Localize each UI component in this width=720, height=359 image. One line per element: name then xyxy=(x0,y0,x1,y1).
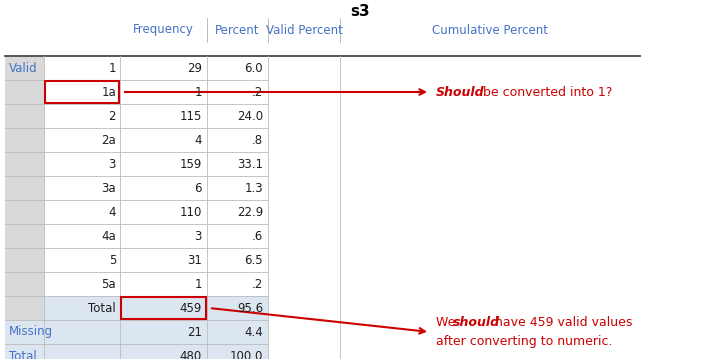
Text: s3: s3 xyxy=(350,5,370,19)
Text: 2a: 2a xyxy=(102,134,116,146)
Bar xyxy=(5,248,44,272)
Text: have 459 valid values: have 459 valid values xyxy=(491,316,632,328)
Text: 480: 480 xyxy=(180,350,202,359)
Text: We: We xyxy=(436,316,459,328)
Text: 33.1: 33.1 xyxy=(237,158,263,171)
Text: 95.6: 95.6 xyxy=(237,302,263,314)
Text: Cumulative Percent: Cumulative Percent xyxy=(432,23,548,37)
Text: 6: 6 xyxy=(194,182,202,195)
Text: 1: 1 xyxy=(194,85,202,98)
Text: 31: 31 xyxy=(187,253,202,266)
Bar xyxy=(5,224,44,248)
Text: Valid Percent: Valid Percent xyxy=(266,23,343,37)
Text: 5a: 5a xyxy=(102,278,116,290)
Text: 2: 2 xyxy=(109,109,116,122)
Bar xyxy=(5,344,44,359)
Bar xyxy=(5,320,44,344)
Bar xyxy=(44,104,268,128)
Text: 6.0: 6.0 xyxy=(244,61,263,75)
Text: 4: 4 xyxy=(194,134,202,146)
Text: 1.3: 1.3 xyxy=(244,182,263,195)
Text: Total: Total xyxy=(89,302,116,314)
Text: 22.9: 22.9 xyxy=(237,205,263,219)
Text: 6.5: 6.5 xyxy=(244,253,263,266)
Bar xyxy=(44,224,268,248)
Text: 1: 1 xyxy=(194,278,202,290)
Bar xyxy=(121,297,206,319)
Text: after converting to numeric.: after converting to numeric. xyxy=(436,336,613,349)
Text: 21: 21 xyxy=(187,326,202,339)
Text: 110: 110 xyxy=(179,205,202,219)
Text: 115: 115 xyxy=(179,109,202,122)
Text: 459: 459 xyxy=(179,302,202,314)
Text: 29: 29 xyxy=(187,61,202,75)
Text: 3a: 3a xyxy=(102,182,116,195)
Text: .2: .2 xyxy=(252,85,263,98)
Text: 1: 1 xyxy=(109,61,116,75)
Text: 3: 3 xyxy=(109,158,116,171)
Bar xyxy=(5,104,44,128)
Bar xyxy=(44,152,268,176)
Bar xyxy=(5,152,44,176)
Text: 24.0: 24.0 xyxy=(237,109,263,122)
Text: 4: 4 xyxy=(109,205,116,219)
Bar xyxy=(5,296,44,320)
Bar xyxy=(5,56,44,80)
Bar xyxy=(44,80,268,104)
Bar xyxy=(44,200,268,224)
Bar xyxy=(5,128,44,152)
Text: Valid: Valid xyxy=(9,61,37,75)
Text: 5: 5 xyxy=(109,253,116,266)
Bar xyxy=(44,344,268,359)
Bar xyxy=(44,56,268,80)
Text: 4a: 4a xyxy=(102,229,116,242)
Bar xyxy=(44,320,268,344)
Text: 100.0: 100.0 xyxy=(230,350,263,359)
Text: Missing: Missing xyxy=(9,326,53,339)
Bar xyxy=(44,128,268,152)
Text: should: should xyxy=(453,316,500,328)
Text: Frequency: Frequency xyxy=(133,23,194,37)
Text: Total: Total xyxy=(9,350,37,359)
Text: 159: 159 xyxy=(179,158,202,171)
Bar xyxy=(44,296,268,320)
Bar xyxy=(5,272,44,296)
Bar xyxy=(44,272,268,296)
Text: Percent: Percent xyxy=(215,23,260,37)
Text: .8: .8 xyxy=(252,134,263,146)
Bar xyxy=(5,176,44,200)
Text: 3: 3 xyxy=(194,229,202,242)
Text: .2: .2 xyxy=(252,278,263,290)
Text: 1a: 1a xyxy=(102,85,116,98)
Bar xyxy=(45,81,119,103)
Text: be converted into 1?: be converted into 1? xyxy=(479,85,613,98)
Bar xyxy=(44,176,268,200)
Text: 4.4: 4.4 xyxy=(244,326,263,339)
Text: Should: Should xyxy=(436,85,485,98)
Text: .6: .6 xyxy=(252,229,263,242)
Bar xyxy=(44,248,268,272)
Bar xyxy=(5,200,44,224)
Bar xyxy=(5,80,44,104)
